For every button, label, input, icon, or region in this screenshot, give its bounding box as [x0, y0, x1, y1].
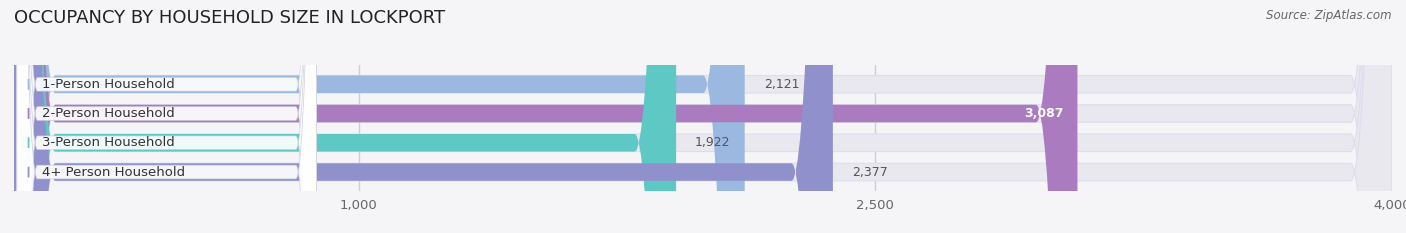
Text: 3,087: 3,087	[1024, 107, 1064, 120]
FancyBboxPatch shape	[14, 0, 832, 233]
Text: Source: ZipAtlas.com: Source: ZipAtlas.com	[1267, 9, 1392, 22]
FancyBboxPatch shape	[17, 0, 316, 233]
FancyBboxPatch shape	[14, 0, 676, 233]
Text: 1-Person Household: 1-Person Household	[42, 78, 174, 91]
Text: 2,377: 2,377	[852, 165, 887, 178]
FancyBboxPatch shape	[14, 0, 1392, 233]
FancyBboxPatch shape	[14, 0, 1392, 233]
FancyBboxPatch shape	[14, 0, 1077, 233]
FancyBboxPatch shape	[17, 0, 316, 233]
FancyBboxPatch shape	[14, 0, 745, 233]
Text: 4+ Person Household: 4+ Person Household	[42, 165, 184, 178]
Text: 1,922: 1,922	[695, 136, 731, 149]
FancyBboxPatch shape	[17, 0, 316, 233]
Text: 2,121: 2,121	[763, 78, 799, 91]
Text: 2-Person Household: 2-Person Household	[42, 107, 174, 120]
FancyBboxPatch shape	[17, 0, 316, 233]
FancyBboxPatch shape	[14, 0, 1392, 233]
Text: OCCUPANCY BY HOUSEHOLD SIZE IN LOCKPORT: OCCUPANCY BY HOUSEHOLD SIZE IN LOCKPORT	[14, 9, 446, 27]
Text: 3-Person Household: 3-Person Household	[42, 136, 174, 149]
FancyBboxPatch shape	[14, 0, 1392, 233]
